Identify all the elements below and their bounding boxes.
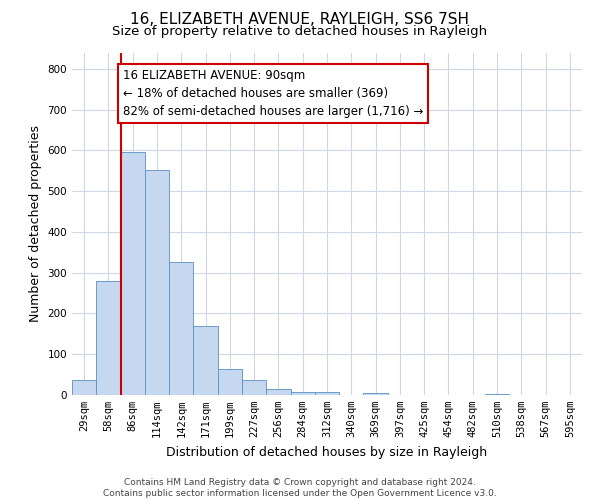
Bar (485, 394, 509, 395)
X-axis label: Distribution of detached houses by size in Rayleigh: Distribution of detached houses by size … (166, 446, 488, 458)
Bar (242, 380, 266, 395)
Bar (169, 262, 193, 395)
Bar (364, 393, 388, 395)
Bar (315, 392, 339, 395)
Text: Contains HM Land Registry data © Crown copyright and database right 2024.
Contai: Contains HM Land Registry data © Crown c… (103, 478, 497, 498)
Bar (290, 392, 315, 395)
Bar (218, 370, 242, 395)
Text: 16 ELIZABETH AVENUE: 90sqm
← 18% of detached houses are smaller (369)
82% of sem: 16 ELIZABETH AVENUE: 90sqm ← 18% of deta… (123, 69, 424, 118)
Bar (193, 326, 218, 395)
Y-axis label: Number of detached properties: Number of detached properties (29, 125, 42, 322)
Bar (96, 281, 121, 395)
Text: Size of property relative to detached houses in Rayleigh: Size of property relative to detached ho… (112, 25, 488, 38)
Bar (72, 380, 96, 395)
Text: 16, ELIZABETH AVENUE, RAYLEIGH, SS6 7SH: 16, ELIZABETH AVENUE, RAYLEIGH, SS6 7SH (131, 12, 470, 28)
Bar (266, 389, 290, 395)
Bar (121, 152, 145, 395)
Bar (145, 170, 169, 395)
